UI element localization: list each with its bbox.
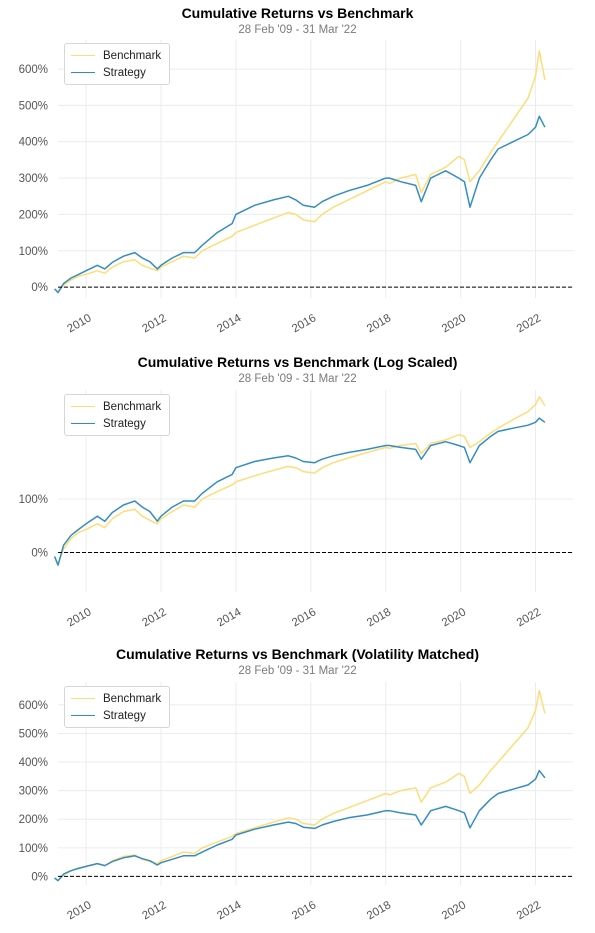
chart-plot: 2010 2012 2014 2016 2018 2020 20220%100%200%30… [19,40,573,335]
legend-swatch-strategy [71,715,95,716]
y-tick-label: 500% [19,100,48,112]
chart-title: Cumulative Returns vs Benchmark (Log Sca… [137,354,458,370]
y-tick-label: 100% [19,494,48,506]
legend-label-benchmark: Benchmark [103,400,162,413]
y-tick-label: 0% [31,548,48,560]
x-tick-label: 2014 [215,899,244,922]
x-tick-label: 2020 [440,899,468,922]
legend-entry-benchmark: Benchmark [71,690,161,707]
y-tick-label: 300% [19,786,48,798]
legend-label-benchmark: Benchmark [103,692,162,705]
y-tick-label: 100% [19,843,48,855]
chart-subtitle: 28 Feb '09 - 31 Mar '22 [238,24,357,36]
legend-entry-strategy: Strategy [71,415,161,432]
series-line-strategy [53,417,546,566]
legend-label-benchmark: Benchmark [103,49,162,62]
chart-legend: Benchmark Strategy [64,394,171,436]
y-tick-label: 600% [19,64,48,76]
legend-label-strategy: Strategy [103,417,146,430]
chart-title: Cumulative Returns vs Benchmark (Volatil… [115,646,480,662]
x-tick-label: 2012 [140,899,168,922]
y-tick-label: 200% [19,209,48,221]
legend-swatch-benchmark [71,698,95,699]
y-tick-label: 300% [19,173,48,185]
series-line-benchmark [54,50,546,294]
series-line-benchmark [54,689,546,882]
series-line-strategy [54,769,546,882]
y-tick-label: 0% [31,871,48,883]
legend-entry-strategy: Strategy [71,64,161,81]
chart-legend: Benchmark Strategy [64,686,171,728]
series-line-strategy [54,115,546,294]
series-line-benchmark [53,396,546,566]
legend-entry-benchmark: Benchmark [71,47,161,64]
y-tick-label: 0% [31,282,48,294]
y-tick-label: 600% [19,700,48,712]
chart-subtitle: 28 Feb '09 - 31 Mar '22 [238,373,357,385]
x-tick-label: 2022 [515,899,543,922]
x-tick-label: 2018 [365,899,393,922]
x-tick-label: 2016 [290,899,318,922]
legend-entry-benchmark: Benchmark [71,398,161,415]
legend-swatch-benchmark [71,406,95,407]
legend-swatch-strategy [71,72,95,73]
legend-label-strategy: Strategy [103,709,146,722]
y-tick-label: 400% [19,757,48,769]
chart-panel-cumulative: Cumulative Returns vs Benchmark 28 Feb '… [0,0,595,335]
chart-title: Cumulative Returns vs Benchmark [181,5,414,21]
y-tick-label: 400% [19,137,48,149]
chart-legend: Benchmark Strategy [64,43,171,85]
chart-subtitle: 28 Feb '09 - 31 Mar '22 [238,665,357,677]
y-tick-label: 200% [19,814,48,826]
x-tick-label: 2010 [65,899,93,922]
chart-panel-log-scaled: Cumulative Returns vs Benchmark (Log Sca… [19,354,573,629]
y-tick-label: 100% [19,246,48,258]
y-tick-label: 500% [19,728,48,740]
legend-swatch-benchmark [71,55,95,56]
legend-entry-strategy: Strategy [71,707,161,724]
legend-label-strategy: Strategy [103,66,146,79]
legend-swatch-strategy [71,423,95,424]
